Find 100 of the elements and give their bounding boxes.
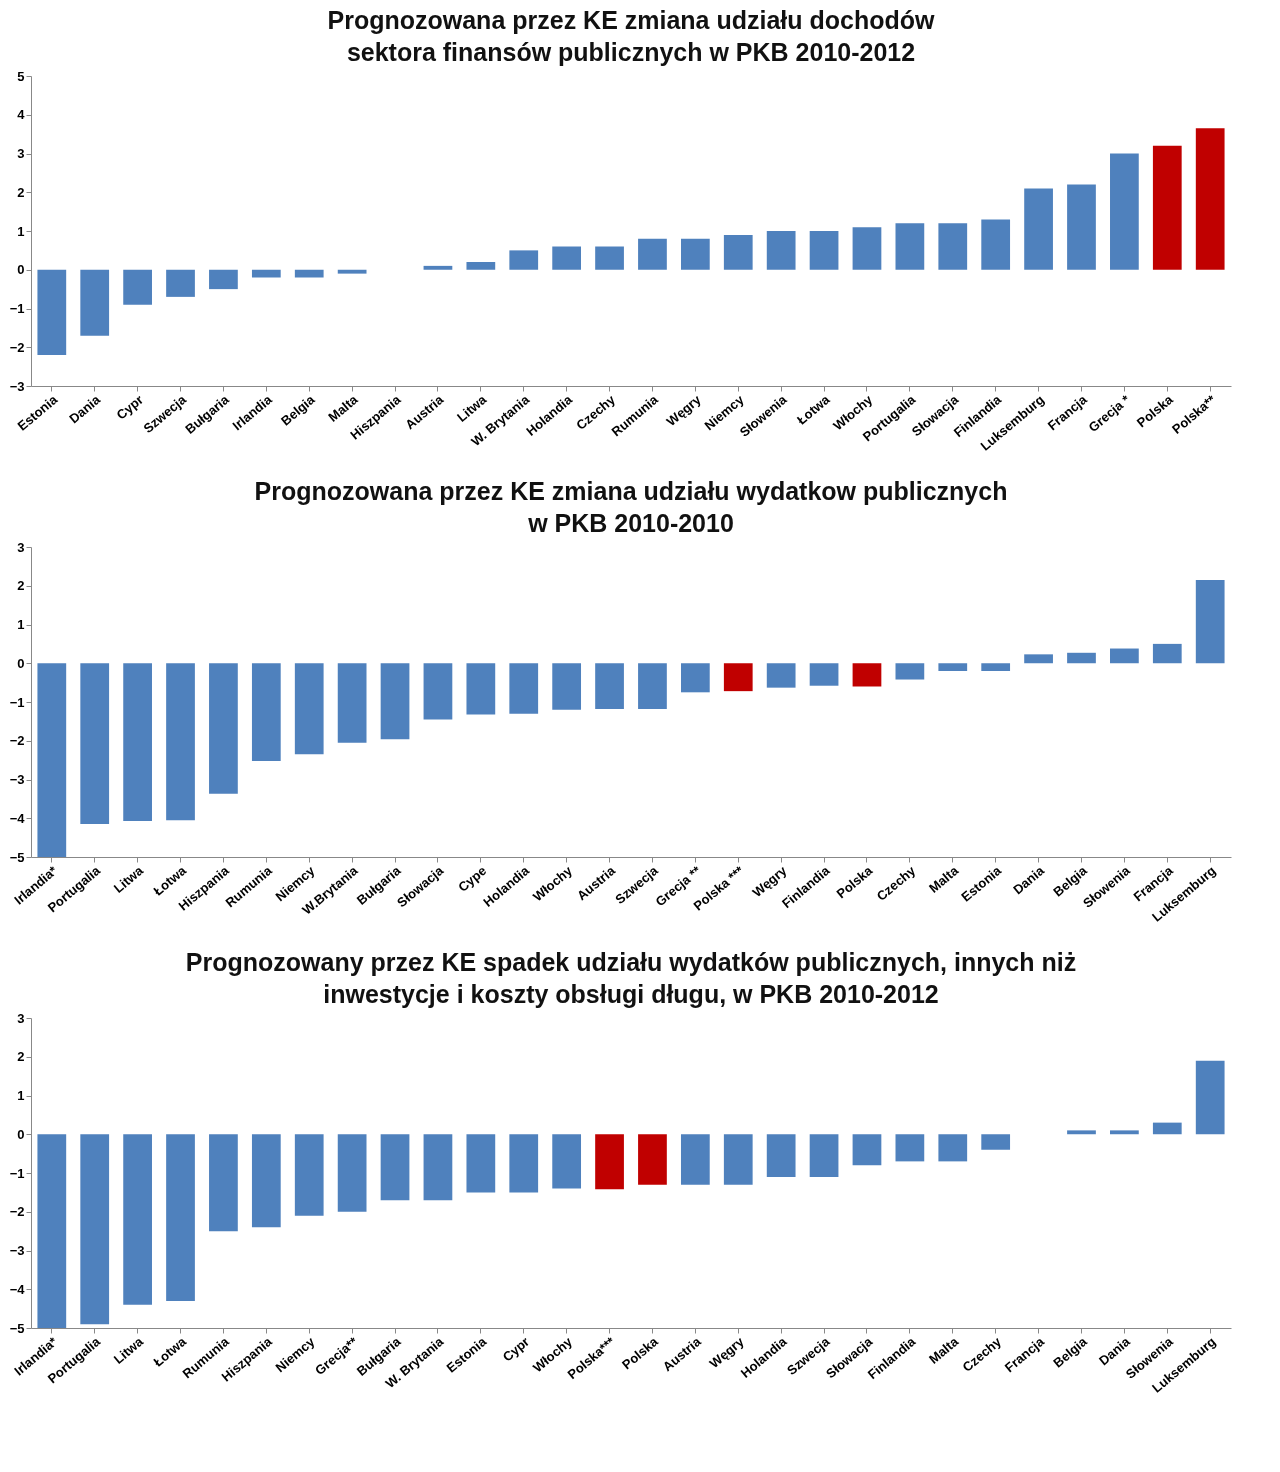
- bar: [466, 262, 496, 270]
- bar: [680, 663, 710, 693]
- y-tick-label: 2: [17, 184, 25, 200]
- bar: [80, 269, 110, 336]
- bar: [938, 663, 968, 671]
- bar: [723, 663, 753, 692]
- bar: [1067, 1130, 1096, 1135]
- bar: [595, 246, 624, 270]
- chart-title: Prognozowana przez KE zmiana udziału dochodów sektora finansów publicznych w PKB 2010-2012: [327, 6, 936, 66]
- bar: [809, 1134, 839, 1177]
- bar: [251, 1134, 281, 1228]
- bar: [1152, 643, 1182, 664]
- y-tick-label: −3: [9, 1243, 25, 1258]
- bar: [337, 1134, 367, 1212]
- bar: [37, 269, 67, 355]
- bar: [1110, 153, 1139, 270]
- bar: [1152, 1122, 1182, 1135]
- y-tick-label: −2: [9, 733, 25, 749]
- bar: [766, 663, 796, 688]
- bar: [1067, 652, 1096, 664]
- bar: [466, 1134, 496, 1193]
- y-tick-label: 0: [17, 655, 25, 671]
- bar: [509, 250, 539, 270]
- bar: [638, 238, 667, 270]
- bar: [37, 663, 67, 857]
- chart-title: Prognozowana przez KE zmiana udziału wydatkow publicznych w PKB 2010-2010: [254, 477, 1008, 537]
- bar: [80, 663, 110, 825]
- bar: [166, 1134, 195, 1301]
- bar: [209, 269, 238, 290]
- y-tick-label: −3: [9, 772, 25, 787]
- bar: [380, 1134, 410, 1201]
- bar: [1195, 128, 1225, 270]
- bar: [209, 663, 238, 794]
- y-tick-label: 0: [17, 262, 25, 278]
- y-tick-label: −4: [9, 1281, 26, 1297]
- bar: [80, 1134, 110, 1325]
- bar: [1152, 145, 1182, 270]
- bar: [680, 1134, 710, 1185]
- bar: [1195, 1060, 1225, 1135]
- bar: [337, 663, 367, 743]
- bar: [766, 1134, 796, 1177]
- bar: [251, 663, 281, 761]
- bar: [423, 265, 453, 270]
- bar: [552, 246, 582, 270]
- bar: [466, 663, 496, 715]
- bar: [123, 663, 152, 821]
- bar: [938, 223, 968, 270]
- bar: [423, 1134, 453, 1201]
- y-tick-label: −4: [9, 810, 26, 826]
- bar: [809, 231, 839, 270]
- bar: [509, 663, 539, 714]
- y-tick-label: −2: [9, 339, 25, 355]
- bar: [595, 1134, 624, 1190]
- y-tick-label: 2: [17, 1049, 25, 1065]
- bar: [895, 1134, 925, 1162]
- y-tick-label: 1: [17, 223, 25, 239]
- bar: [1024, 654, 1053, 664]
- bar: [552, 663, 582, 710]
- bar: [852, 1134, 882, 1166]
- bar: [166, 269, 195, 297]
- y-tick-label: 3: [17, 539, 25, 555]
- bar: [680, 238, 710, 270]
- y-tick-label: −5: [9, 849, 25, 865]
- bar: [1110, 648, 1139, 664]
- bar: [938, 1134, 968, 1162]
- y-tick-label: 1: [17, 617, 25, 632]
- bar: [1024, 188, 1053, 270]
- y-tick-label: −3: [9, 378, 25, 394]
- bar: [123, 1134, 152, 1305]
- chart-title: Prognozowany przez KE spadek udziału wydatków publicznych, innych niż inwestycje i koszty obsługi długu, w PKB 2010-2012: [185, 948, 1077, 1008]
- bar: [552, 1134, 582, 1189]
- bar: [209, 1134, 238, 1232]
- bar: [638, 663, 667, 709]
- bar: [981, 219, 1011, 270]
- y-tick-label: 3: [17, 146, 25, 161]
- bar: [509, 1134, 539, 1193]
- bar: [294, 269, 324, 278]
- bar: [123, 269, 152, 305]
- y-tick-label: −5: [9, 1320, 25, 1336]
- bar: [638, 1134, 667, 1185]
- bar: [1110, 1130, 1139, 1135]
- bar: [380, 663, 410, 740]
- bar: [595, 663, 624, 709]
- bar: [981, 663, 1011, 671]
- bar: [723, 1134, 753, 1185]
- y-tick-label: 5: [17, 68, 25, 84]
- bar: [981, 1134, 1011, 1150]
- bar: [423, 663, 453, 720]
- bar: [337, 269, 367, 274]
- bar: [166, 663, 195, 821]
- y-tick-label: −2: [9, 1204, 25, 1220]
- bar: [251, 269, 281, 278]
- bar: [852, 663, 882, 687]
- y-tick-label: 3: [17, 1010, 25, 1026]
- bar: [294, 1134, 324, 1216]
- bar: [1067, 184, 1096, 270]
- bar: [37, 1134, 67, 1328]
- bar: [294, 663, 324, 755]
- bar: [852, 227, 882, 270]
- y-tick-label: −1: [9, 301, 25, 316]
